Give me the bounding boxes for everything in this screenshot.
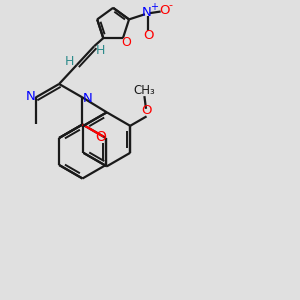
Text: O: O	[95, 130, 106, 144]
Text: H: H	[64, 55, 74, 68]
Text: N: N	[142, 6, 152, 20]
Text: +: +	[150, 2, 158, 12]
Text: H: H	[95, 44, 105, 57]
Text: O: O	[143, 29, 153, 42]
Text: O: O	[159, 4, 170, 17]
Text: N: N	[82, 92, 92, 105]
Text: O: O	[141, 104, 151, 117]
Text: CH₃: CH₃	[134, 84, 155, 97]
Text: O: O	[122, 36, 131, 50]
Text: -: -	[169, 1, 173, 10]
Text: N: N	[26, 90, 36, 103]
